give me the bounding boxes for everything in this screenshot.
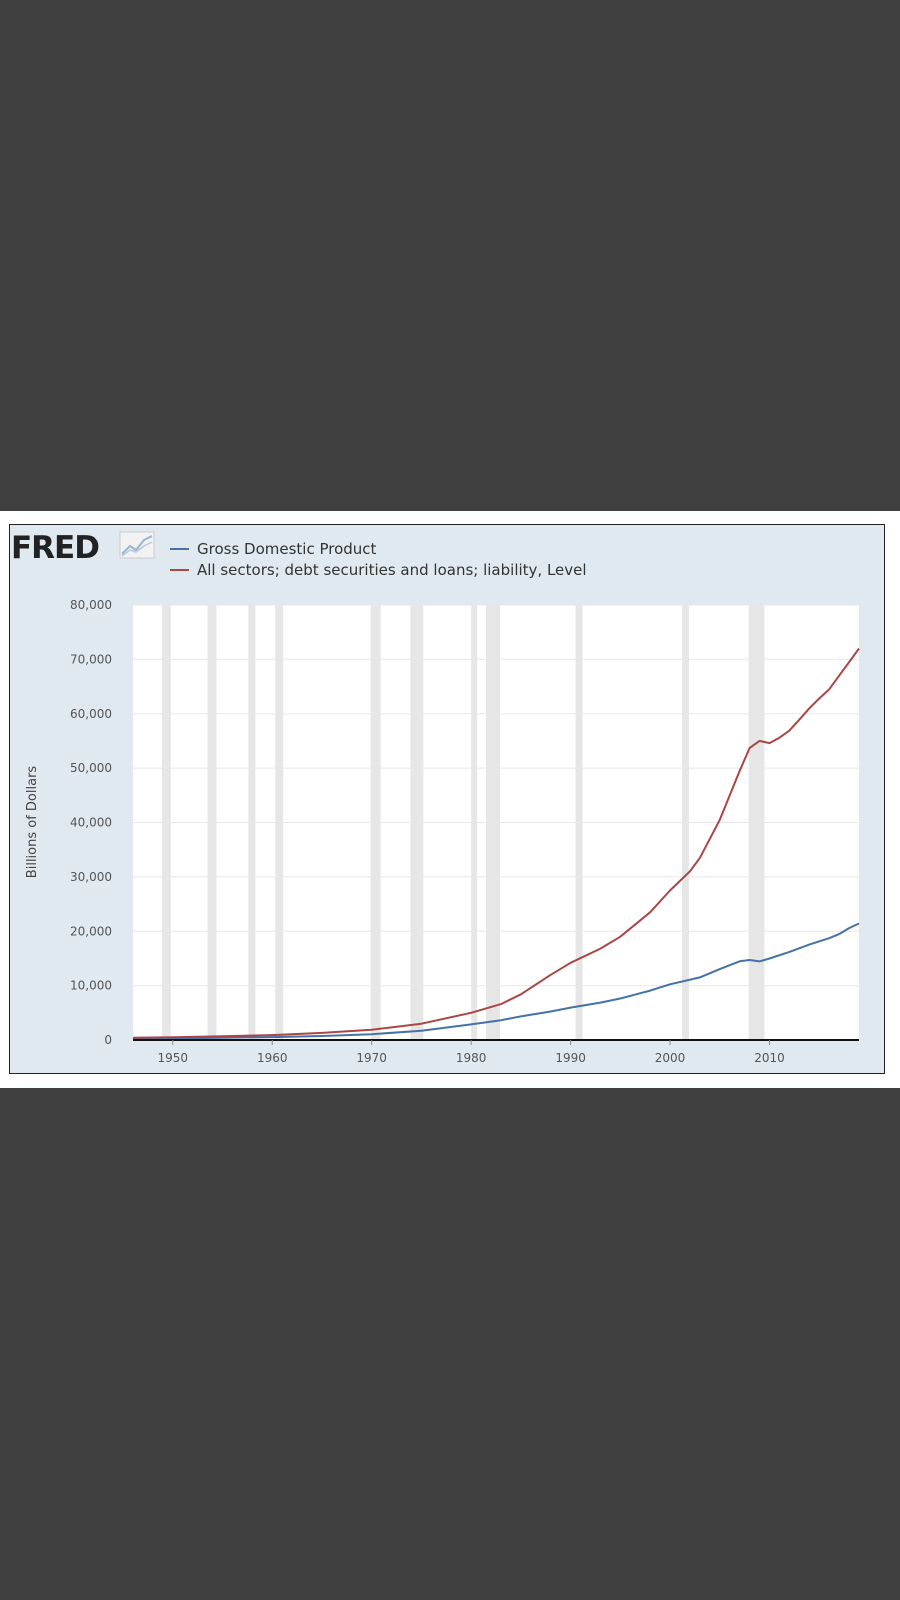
x-tick-label: 1990 [555, 1051, 586, 1065]
y-tick-label: 0 [104, 1033, 112, 1047]
y-axis-ticks: 0 10,000 20,000 30,000 40,000 50,000 60,000 70,… [70, 598, 112, 1047]
fred-chart-icon [119, 531, 155, 559]
x-tick-label: 2000 [655, 1051, 686, 1065]
series-line-1 [132, 647, 860, 1039]
legend-label-gdp: Gross Domestic Product [197, 540, 377, 558]
y-axis-title: Billions of Dollars [25, 766, 40, 879]
y-tick-label: 10,000 [70, 979, 112, 993]
series-line-0 [132, 922, 860, 1040]
legend-swatch-debt [170, 569, 189, 571]
x-tick-label: 1970 [356, 1051, 387, 1065]
y-tick-label: 60,000 [70, 707, 112, 721]
line-chart: 1950 1960 1970 1980 1990 2000 2010 0 10,000 20,0… [25, 598, 860, 1065]
y-tick-label: 30,000 [70, 870, 112, 884]
legend-swatch-gdp [170, 548, 189, 550]
gridlines [133, 604, 859, 987]
x-tick-label: 1960 [257, 1051, 288, 1065]
x-tick-label: 2010 [754, 1051, 785, 1065]
x-tick-label: 1980 [456, 1051, 487, 1065]
y-tick-label: 50,000 [70, 761, 112, 775]
legend-item-debt[interactable]: All sectors; debt securities and loans; … [170, 560, 587, 580]
y-tick-label: 80,000 [70, 598, 112, 612]
y-tick-label: 40,000 [70, 816, 112, 830]
legend-item-gdp[interactable]: Gross Domestic Product [170, 539, 376, 559]
y-tick-label: 20,000 [70, 924, 112, 938]
series-lines [132, 647, 860, 1040]
x-tick-label: 1950 [158, 1051, 189, 1065]
x-axis-ticks: 1950 1960 1970 1980 1990 2000 2010 [158, 1040, 785, 1065]
legend-label-debt: All sectors; debt securities and loans; … [197, 561, 587, 579]
y-tick-label: 70,000 [70, 652, 112, 666]
fred-logo[interactable]: FRED [11, 530, 100, 566]
